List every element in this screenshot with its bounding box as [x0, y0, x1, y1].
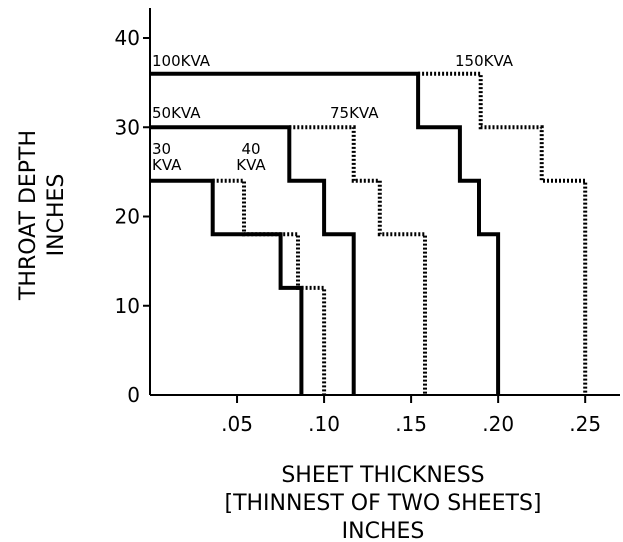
series-label: 50KVA [152, 104, 201, 122]
series-label: KVA [236, 156, 266, 174]
x-tick-label: .15 [395, 412, 427, 436]
y-tick-label: 40 [115, 26, 140, 50]
x-tick-label: .05 [221, 412, 253, 436]
series-layer [150, 71, 588, 395]
x-axis-title: INCHES [342, 519, 425, 542]
y-tick-label: 20 [115, 205, 140, 229]
series-line [150, 71, 501, 395]
series-line [150, 178, 304, 395]
series-label: 150KVA [455, 52, 514, 70]
series-label: KVA [152, 156, 182, 174]
series-label: 75KVA [330, 104, 379, 122]
axis-titles: SHEET THICKNESS [THINNEST OF TWO SHEETS] I… [16, 130, 542, 542]
series-label: 40 [241, 140, 260, 158]
axes [149, 8, 620, 396]
y-axis-title: INCHES [44, 174, 69, 257]
y-tick-label: 0 [127, 383, 140, 407]
series-line [212, 178, 327, 395]
x-tick-label: .25 [569, 412, 601, 436]
y-tick-label: 10 [115, 294, 140, 318]
x-tick-label: .20 [482, 412, 514, 436]
y-axis-title: THROAT DEPTH [16, 130, 41, 301]
ticks-layer: .05 .10 .15 .20 .25 0 10 20 30 40 [115, 26, 602, 436]
x-axis-title: SHEET THICKNESS [281, 463, 484, 488]
series-label: 100KVA [152, 52, 211, 70]
x-tick-label: .10 [308, 412, 340, 436]
series-label: 30 [152, 140, 171, 158]
series-line [289, 125, 427, 395]
series-line [418, 71, 588, 395]
y-axis-title-group: THROAT DEPTH INCHES [16, 130, 69, 301]
y-tick-label: 30 [115, 115, 140, 139]
x-axis-title: [THINNEST OF TWO SHEETS] [224, 491, 541, 516]
